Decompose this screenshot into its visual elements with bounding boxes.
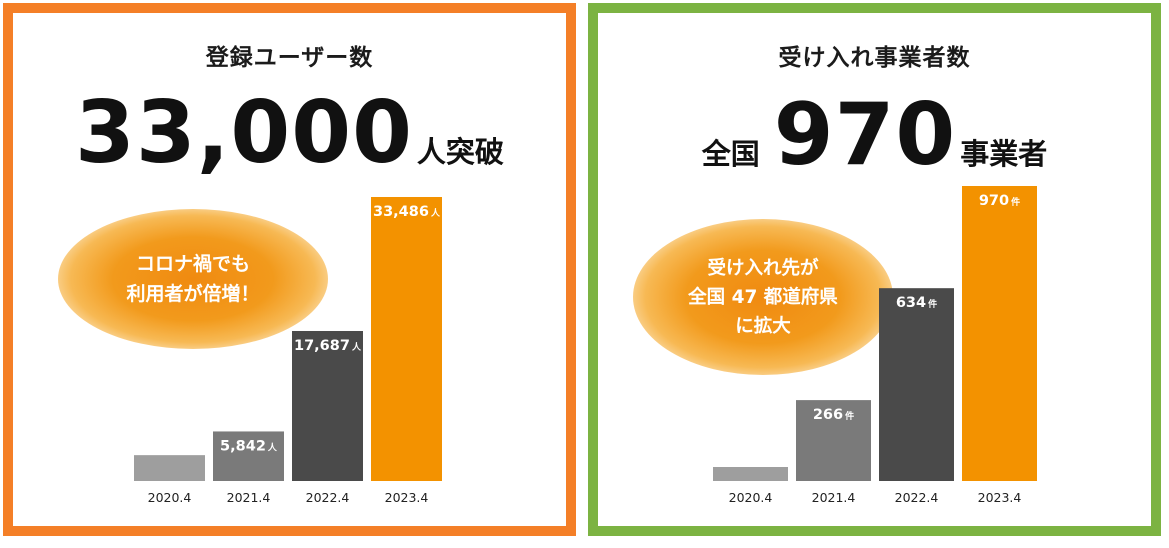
panel-title: 登録ユーザー数 [205, 45, 374, 71]
bar-value-label: 634 件 [896, 295, 937, 311]
bar-value-label: 3,048 人 [141, 437, 199, 453]
bar-value-label: 46 件 [735, 449, 766, 465]
bar-2021.4 [213, 431, 284, 481]
bar-2022.4 [292, 330, 363, 481]
headline-prefix: 全国 [701, 137, 760, 171]
x-tick-label: 2023.4 [978, 490, 1022, 505]
bar-2020.4 [713, 467, 788, 481]
callout-bubble: 受け入れ先が 全国 47 都道府県 に拡大 [633, 219, 893, 375]
bar-2021.4 [796, 400, 871, 481]
users-bar-chart: 3,048 人 2020.4 5,842 人 2021.4 17,687 人 2022.4 33,… [134, 197, 442, 505]
x-tick-label: 2023.4 [385, 490, 429, 505]
bar-2022.4 [879, 288, 954, 481]
bar-2023.4 [371, 197, 442, 481]
host-businesses-panel: 受け入れ事業者数 全国 970 事業者 受け入れ先が 全国 47 都道府県 に拡大 … [588, 3, 1161, 536]
bubble-line: 利用者が倍増！ [126, 283, 260, 305]
bubble-line: コロナ禍でも [135, 253, 250, 275]
headline-suffix: 人突破 [416, 135, 504, 169]
bar-2020.4 [134, 455, 205, 481]
panel-title: 受け入れ事業者数 [778, 45, 971, 71]
x-tick-label: 2020.4 [729, 490, 773, 505]
x-tick-label: 2022.4 [895, 490, 939, 505]
headline: 全国 970 事業者 [598, 85, 1151, 185]
x-tick-label: 2022.4 [306, 490, 350, 505]
businesses-bar-chart: 46 件 2020.4 266 件 2021.4 634 件 2022.4 970 件 2023.4 [713, 186, 1037, 505]
callout-bubble: コロナ禍でも 利用者が倍増！ [58, 209, 328, 349]
bar-value-label: 33,486 人 [373, 204, 441, 220]
bar-value-label: 5,842 人 [220, 438, 278, 454]
registered-users-panel: 登録ユーザー数 33,000 人突破 コロナ禍でも 利用者が倍増！ 3,048 人 2… [3, 3, 576, 536]
headline-suffix: 事業者 [960, 137, 1048, 171]
bar-value-label: 970 件 [979, 193, 1020, 209]
x-tick-label: 2021.4 [812, 490, 856, 505]
bar-2023.4 [962, 186, 1037, 481]
headline-number: 970 [773, 85, 957, 185]
x-tick-label: 2021.4 [227, 490, 271, 505]
bubble-line: 受け入れ先が [707, 257, 819, 279]
headline-number: 33,000 [75, 83, 413, 183]
headline: 33,000 人突破 [13, 83, 566, 183]
bubble-line: に拡大 [735, 315, 791, 337]
bubble-line: 全国 47 都道府県 [688, 286, 838, 308]
x-tick-label: 2020.4 [148, 490, 192, 505]
bar-value-label: 17,687 人 [294, 338, 362, 354]
bar-value-label: 266 件 [813, 407, 854, 423]
